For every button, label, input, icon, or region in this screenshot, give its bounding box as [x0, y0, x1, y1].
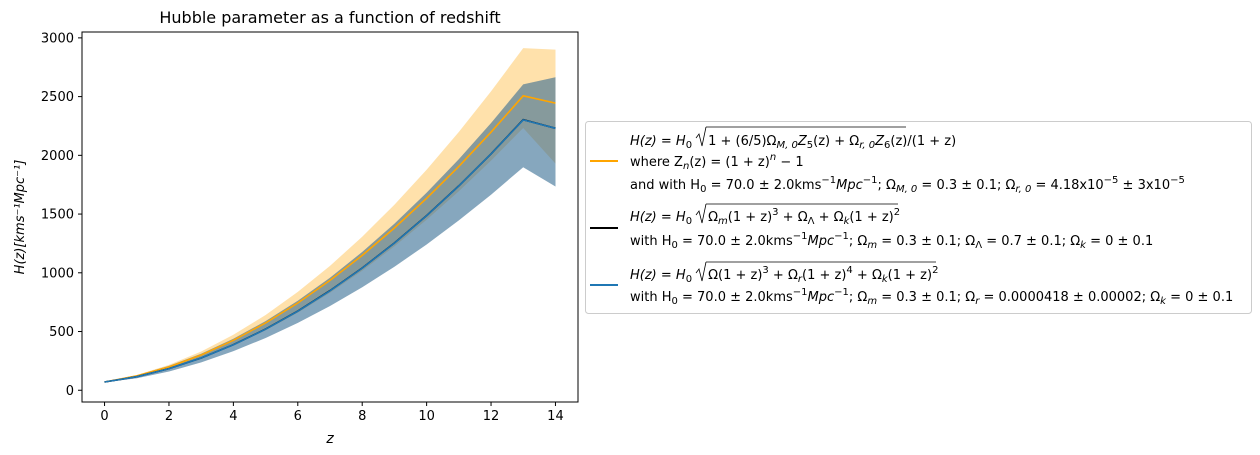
- x-tick-label: 14: [547, 409, 564, 424]
- legend-3-line2: with H0 = 70.0 ± 2.0kms−1Mpc−1; Ωm = 0.3…: [630, 287, 1233, 307]
- y-tick-label: 0: [66, 384, 74, 399]
- y-axis-ticks: 0 500 1000 1500 2000 2500 3000: [41, 31, 82, 399]
- line-series-1: [104, 94, 556, 383]
- chart-title: Hubble parameter as a function of redshi…: [159, 8, 500, 27]
- x-tick-label: 6: [294, 409, 302, 424]
- x-tick-label: 10: [418, 409, 435, 424]
- y-tick-label: 1500: [41, 208, 74, 223]
- y-tick-label: 500: [49, 325, 74, 340]
- confidence-bands: [104, 48, 556, 383]
- legend-3-sqrt-sign: [695, 261, 707, 282]
- legend-2-line2: with H0 = 70.0 ± 2.0kms−1Mpc−1; Ωm = 0.3…: [630, 231, 1153, 251]
- legend-1-sqrt-sign: [695, 126, 707, 147]
- legend-1-line3: and with H0 = 70.0 ± 2.0kms−1Mpc−1; ΩM, …: [630, 175, 1185, 195]
- y-tick-label: 2500: [41, 90, 74, 105]
- legend-2-sqrt-sign: [695, 203, 707, 224]
- legend-box: [585, 121, 1252, 314]
- x-tick-label: 4: [229, 409, 237, 424]
- legend-2-line1: H(z) = H0 Ωm(1 + z)3 + ΩΛ + Ωk(1 + z)2: [630, 207, 900, 227]
- band-series-1: [104, 48, 556, 383]
- y-axis-label: H(z)[kms⁻¹Mpc⁻¹]: [13, 160, 28, 275]
- legend-1-line2: where Zn(z) = (1 + z)n − 1: [630, 152, 804, 172]
- y-tick-label: 1000: [41, 266, 74, 281]
- y-tick-label: 3000: [41, 31, 74, 46]
- y-tick-label: 2000: [41, 149, 74, 164]
- x-tick-label: 8: [358, 409, 366, 424]
- band-series-3: [104, 77, 556, 383]
- line-series-3: [104, 119, 556, 383]
- series-lines: [104, 94, 556, 383]
- legend-3-line1: H(z) = H0 Ω(1 + z)3 + Ωr(1 + z)4 + Ωk(1 +…: [630, 265, 938, 285]
- plot-frame: [81, 31, 579, 403]
- x-tick-label: 2: [165, 409, 173, 424]
- x-tick-label: 0: [100, 409, 108, 424]
- x-axis-ticks: 0 2 4 6 8 10 12 14: [100, 402, 564, 424]
- legend: H(z) = H0 1 + (6/5)ΩM, 0Z5(z) + Ωr, 0Z6(z…: [585, 121, 1252, 314]
- x-tick-label: 12: [483, 409, 500, 424]
- band-series-2: [104, 77, 556, 383]
- legend-1-line1: H(z) = H0 1 + (6/5)ΩM, 0Z5(z) + Ωr, 0Z6(z…: [630, 134, 956, 151]
- x-axis-label: z: [325, 431, 334, 447]
